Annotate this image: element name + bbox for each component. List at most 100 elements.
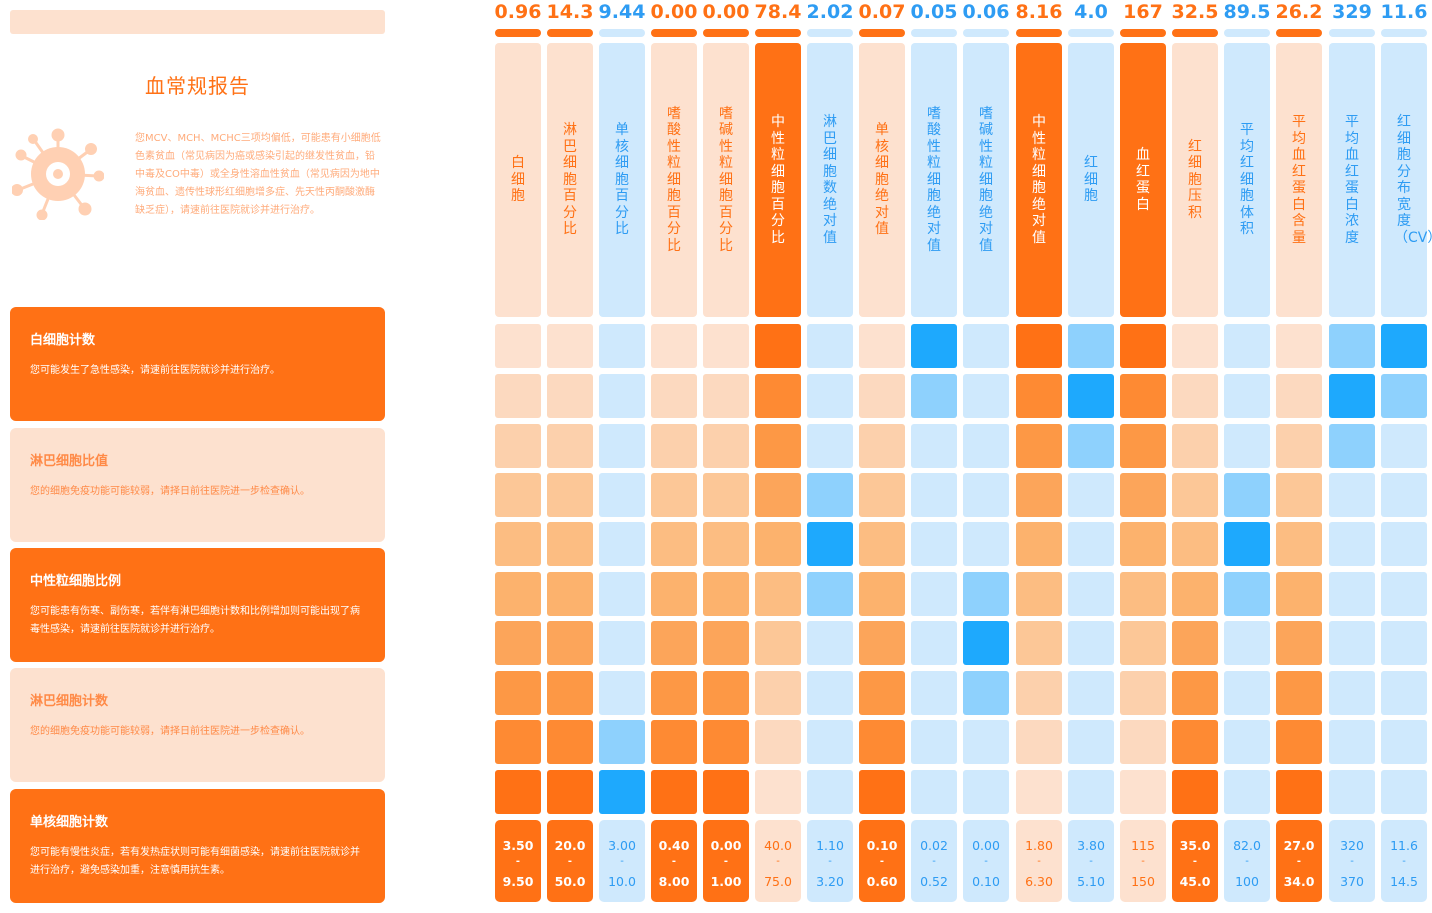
indicator-tab[interactable]: [1172, 29, 1218, 37]
heat-cell: [651, 424, 697, 468]
indicator-header[interactable]: 淋巴细胞数绝对值: [807, 43, 853, 317]
heat-cell: [495, 720, 541, 764]
heat-cell: [1276, 424, 1322, 468]
heat-cell: [1016, 473, 1062, 517]
indicator-tab[interactable]: [963, 29, 1009, 37]
indicator-tab[interactable]: [599, 29, 645, 37]
indicator-header[interactable]: 平均红细胞体积: [1224, 43, 1270, 317]
heat-cell: [963, 424, 1009, 468]
indicator-header[interactable]: 红细胞: [1068, 43, 1114, 317]
indicator-tab[interactable]: [1016, 29, 1062, 37]
range-separator: -: [984, 856, 988, 867]
heat-cell: [599, 671, 645, 715]
indicator-header[interactable]: 血红蛋白: [1120, 43, 1166, 317]
advice-card[interactable]: 白细胞计数 您可能发生了急性感染，请速前往医院就诊并进行治疗。: [10, 307, 385, 421]
heat-cell: [547, 572, 593, 616]
indicator-tab[interactable]: [911, 29, 957, 37]
indicator-header[interactable]: 白细胞: [495, 43, 541, 317]
heat-cell: [807, 473, 853, 517]
indicator-label: 嗜碱性粒细胞绝对值: [979, 105, 993, 254]
indicator-header[interactable]: 嗜碱性粒细胞绝对值: [963, 43, 1009, 317]
indicator-tab[interactable]: [1120, 29, 1166, 37]
heat-cell: [1381, 424, 1427, 468]
advice-card[interactable]: 淋巴细胞比值 您的细胞免疫功能可能较弱，请择日前往医院进一步检查确认。: [10, 428, 385, 542]
indicator-header[interactable]: 单核细胞绝对值: [859, 43, 905, 317]
heat-cell: [599, 424, 645, 468]
heat-cell: [807, 671, 853, 715]
indicator-tab[interactable]: [651, 29, 697, 37]
indicator-tab[interactable]: [1224, 29, 1270, 37]
indicator-header[interactable]: 红细胞压积: [1172, 43, 1218, 317]
indicator-tab[interactable]: [1329, 29, 1375, 37]
range-low: 27.0: [1283, 838, 1315, 853]
top-bar: [10, 10, 385, 34]
heat-cell: [1224, 572, 1270, 616]
range-separator: -: [1037, 856, 1041, 867]
range-separator: -: [1296, 856, 1302, 867]
indicator-tab[interactable]: [703, 29, 749, 37]
heat-cell: [599, 324, 645, 368]
range-low: 82.0: [1233, 838, 1261, 853]
heat-cell: [963, 621, 1009, 665]
heat-cell: [495, 770, 541, 814]
indicator-tab[interactable]: [1068, 29, 1114, 37]
indicator-header[interactable]: 红细胞分布宽度（CV）: [1381, 43, 1432, 317]
indicator-label: 血红蛋白: [1136, 147, 1150, 213]
indicator-header[interactable]: 嗜酸性粒细胞百分比: [651, 43, 697, 317]
heat-cell: [911, 720, 957, 764]
indicator-header[interactable]: 嗜酸性粒细胞绝对值: [911, 43, 957, 317]
heat-cell: [599, 720, 645, 764]
indicator-header[interactable]: 平均血红蛋白含量: [1276, 43, 1322, 317]
heat-cell: [1224, 424, 1270, 468]
advice-card[interactable]: 中性粒细胞比例 您可能患有伤寒、副伤寒，若伴有淋巴细胞计数和比例增加则可能出现了病…: [10, 548, 385, 662]
range-low: 3.00: [608, 838, 636, 853]
heat-cell: [547, 522, 593, 566]
reference-range: 0.10 - 0.60: [859, 820, 905, 902]
advice-card-title: 白细胞计数: [30, 333, 96, 348]
indicator-label: 淋巴细胞数绝对值: [823, 114, 837, 246]
heat-cell: [1329, 473, 1375, 517]
heat-cell: [547, 720, 593, 764]
reference-range: 11.6 - 14.5: [1381, 820, 1427, 902]
advice-card-desc: 您的细胞免疫功能可能较弱，请择日前往医院进一步检查确认。: [30, 726, 310, 737]
indicator-tab[interactable]: [807, 29, 853, 37]
advice-card[interactable]: 淋巴细胞计数您的细胞免疫功能可能较弱，请择日前往医院进一步检查确认。: [10, 668, 385, 782]
heat-cell: [1016, 572, 1062, 616]
heat-cell: [495, 374, 541, 418]
heat-cell: [547, 621, 593, 665]
indicator-tab[interactable]: [1276, 29, 1322, 37]
advice-card-desc: 您可能患有伤寒、副伤寒，若伴有淋巴细胞计数和比例增加则可能出现了病毒性感染，请速…: [30, 606, 360, 635]
indicator-header[interactable]: 单核细胞百分比: [599, 43, 645, 317]
indicator-header[interactable]: 嗜碱性粒细胞百分比: [703, 43, 749, 317]
heat-cell: [599, 621, 645, 665]
heat-cell: [1120, 473, 1166, 517]
heat-cell: [1276, 473, 1322, 517]
range-low: 40.0: [764, 838, 792, 853]
indicator-tab[interactable]: [495, 29, 541, 37]
indicator-header[interactable]: 平均血红蛋白浓度: [1329, 43, 1375, 317]
heat-cell: [651, 671, 697, 715]
indicator-tab[interactable]: [755, 29, 801, 37]
heat-cell: [1172, 324, 1218, 368]
heat-cell: [1016, 770, 1062, 814]
reference-range: 3.50 - 9.50: [495, 820, 541, 902]
heat-cell: [859, 770, 905, 814]
indicator-header[interactable]: 淋巴细胞百分比: [547, 43, 593, 317]
range-separator: -: [1192, 856, 1198, 867]
indicator-tab[interactable]: [547, 29, 593, 37]
heat-cell: [755, 720, 801, 764]
heat-cell: [1172, 720, 1218, 764]
reference-range: 3.80 - 5.10: [1068, 820, 1114, 902]
heat-cell: [963, 671, 1009, 715]
range-low: 3.80: [1077, 838, 1105, 853]
reference-range: 0.00 - 0.10: [963, 820, 1009, 902]
indicator-tab[interactable]: [859, 29, 905, 37]
indicator-tab[interactable]: [1381, 29, 1427, 37]
advice-card-title: 淋巴细胞计数: [30, 694, 109, 709]
range-high: 45.0: [1179, 874, 1211, 889]
heat-cell: [1068, 324, 1114, 368]
indicator-value: 32.5: [1171, 1, 1219, 23]
indicator-header[interactable]: 中性粒细胞绝对值: [1016, 43, 1062, 317]
indicator-header[interactable]: 中性粒细胞百分比: [755, 43, 801, 317]
advice-card[interactable]: 单核细胞计数 您可能有慢性炎症，若有发热症状则可能有细菌感染，请速前往医院就诊并进…: [10, 789, 385, 903]
